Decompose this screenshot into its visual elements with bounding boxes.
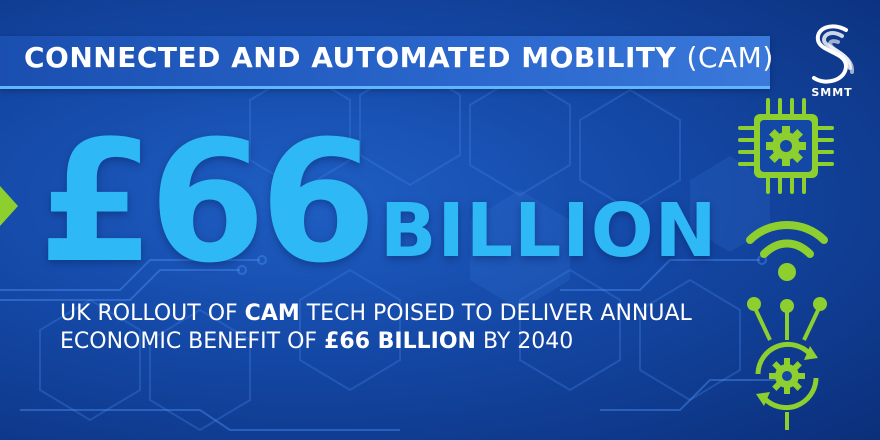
title-acronym: (CAM) [686,41,774,74]
desc-bold: CAM [244,301,300,326]
desc-text: BY 2040 [475,329,574,354]
network-gear-icon [747,297,827,430]
page-title: CONNECTED AND AUTOMATED MOBILITY (CAM) [24,41,774,74]
title-banner [0,36,770,89]
smmt-logo-icon [812,24,855,84]
desc-text: ECONOMIC BENEFIT OF [60,329,325,354]
headline-amount: £66 [38,104,377,300]
green-arrow-icon [0,186,18,226]
logo-text: SMMT [811,86,853,99]
description: UK ROLLOUT OF CAM TECH POISED TO DELIVER… [60,300,692,356]
description-line-1: UK ROLLOUT OF CAM TECH POISED TO DELIVER… [60,300,692,328]
chip-gear-icon [738,98,834,194]
desc-text: TECH POISED TO DELIVER ANNUAL [299,301,692,326]
headline-unit: BILLION [380,188,718,274]
description-line-2: ECONOMIC BENEFIT OF £66 BILLION BY 2040 [60,328,692,356]
desc-bold: £66 BILLION [324,329,476,354]
wifi-icon [746,221,828,281]
title-bold: CONNECTED AND AUTOMATED MOBILITY [24,41,677,74]
desc-text: UK ROLLOUT OF [60,301,245,326]
